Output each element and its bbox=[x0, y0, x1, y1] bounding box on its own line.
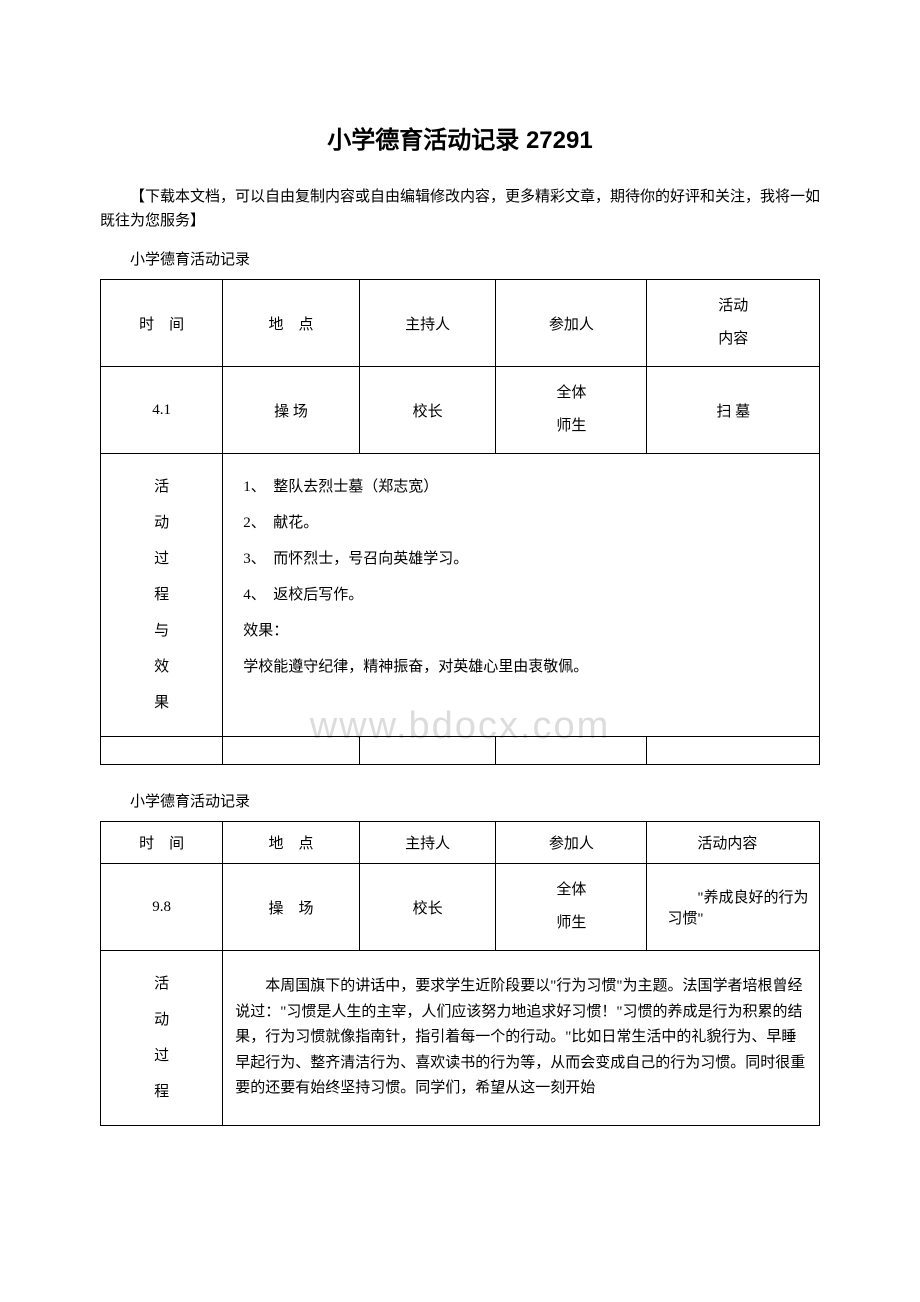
section-label-2: 小学德育活动记录 bbox=[100, 790, 820, 811]
activity-table-2: 时 间 地 点 主持人 参加人 活动内容 9.8 操 场 校长 全体 师生 "养… bbox=[100, 821, 820, 1126]
document-title: 小学德育活动记录 27291 bbox=[100, 120, 820, 155]
table-row: 4.1 操 场 校长 全体 师生 扫 墓 bbox=[101, 367, 820, 454]
cell-time: 9.8 bbox=[101, 864, 223, 951]
header-content: 活动内容 bbox=[647, 822, 820, 864]
section-label-1: 小学德育活动记录 bbox=[100, 248, 820, 269]
cell-content: "养成良好的行为习惯" bbox=[647, 864, 820, 951]
cell-participant: 全体 师生 bbox=[496, 367, 647, 454]
header-participant: 参加人 bbox=[496, 822, 647, 864]
intro-paragraph: 【下载本文档，可以自由复制内容或自由编辑修改内容，更多精彩文章，期待你的好评和关… bbox=[100, 185, 820, 233]
table-header-row: 时 间 地 点 主持人 参加人 活动内容 bbox=[101, 822, 820, 864]
cell-participant: 全体 师生 bbox=[496, 864, 647, 951]
cell-host: 校长 bbox=[359, 864, 496, 951]
header-host: 主持人 bbox=[359, 822, 496, 864]
process-label: 活 动 过 程 与 效 果 bbox=[101, 454, 223, 737]
empty-row bbox=[101, 737, 820, 765]
header-place: 地 点 bbox=[223, 822, 360, 864]
activity-table-1: 时 间 地 点 主持人 参加人 活动 内容 4.1 操 场 校长 全体 师生 扫… bbox=[100, 279, 820, 765]
process-content: 1、 整队去烈士墓（郑志宽） 2、 献花。 3、 而怀烈士，号召向英雄学习。 4… bbox=[223, 454, 820, 737]
cell-content: 扫 墓 bbox=[647, 367, 820, 454]
header-host: 主持人 bbox=[359, 280, 496, 367]
table-process-row: 活 动 过 程 本周国旗下的讲话中，要求学生近阶段要以"行为习惯"为主题。法国学… bbox=[101, 951, 820, 1126]
header-content: 活动 内容 bbox=[647, 280, 820, 367]
cell-place: 操 场 bbox=[223, 367, 360, 454]
cell-host: 校长 bbox=[359, 367, 496, 454]
table-process-row: 活 动 过 程 与 效 果 1、 整队去烈士墓（郑志宽） 2、 献花。 3、 而… bbox=[101, 454, 820, 737]
header-participant: 参加人 bbox=[496, 280, 647, 367]
cell-place: 操 场 bbox=[223, 864, 360, 951]
process-label: 活 动 过 程 bbox=[101, 951, 223, 1126]
header-time: 时 间 bbox=[101, 280, 223, 367]
table-row: 9.8 操 场 校长 全体 师生 "养成良好的行为习惯" bbox=[101, 864, 820, 951]
cell-time: 4.1 bbox=[101, 367, 223, 454]
header-time: 时 间 bbox=[101, 822, 223, 864]
process-content: 本周国旗下的讲话中，要求学生近阶段要以"行为习惯"为主题。法国学者培根曾经说过：… bbox=[223, 951, 820, 1126]
table-header-row: 时 间 地 点 主持人 参加人 活动 内容 bbox=[101, 280, 820, 367]
header-place: 地 点 bbox=[223, 280, 360, 367]
